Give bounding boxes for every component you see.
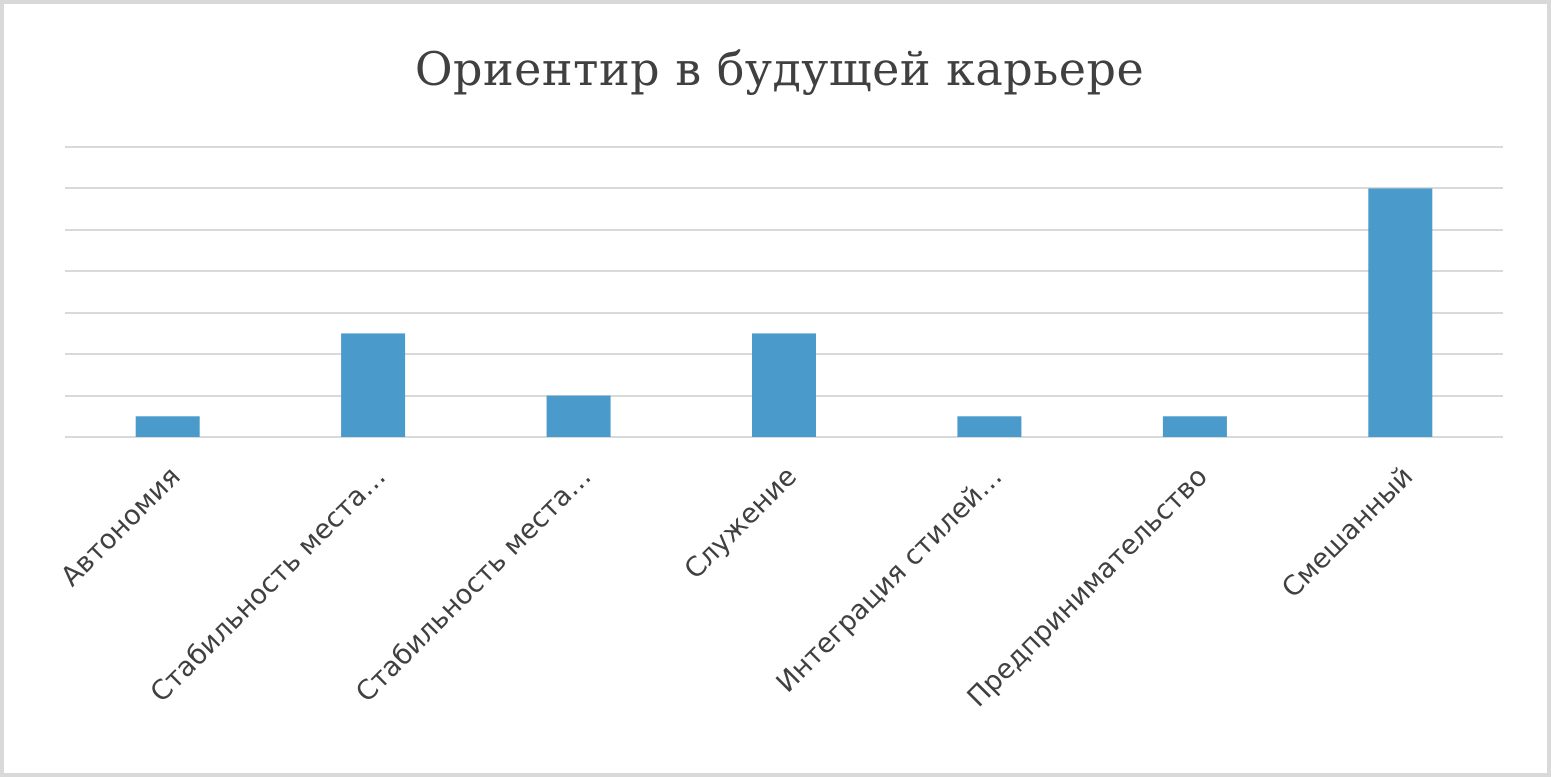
x-tick-label: Предпринимательство: [962, 461, 1214, 713]
x-tick-label: Стабильность места…: [350, 461, 597, 708]
bar: [752, 333, 816, 437]
chart-title: Ориентир в будущей карьере: [414, 42, 1145, 96]
x-tick-label: Автономия: [55, 461, 186, 592]
bar: [135, 416, 200, 437]
bar: [957, 416, 1022, 437]
x-tick-label: Интеграция стилей…: [771, 461, 1009, 699]
x-tick-label: Служение: [679, 461, 803, 585]
bar: [341, 333, 406, 437]
x-tick-label: Стабильность места…: [145, 461, 392, 708]
bar: [1368, 188, 1433, 437]
bars: [135, 188, 1433, 437]
x-tick-label: Смешанный: [1276, 461, 1419, 604]
bar: [546, 395, 611, 437]
bar: [1162, 416, 1227, 437]
